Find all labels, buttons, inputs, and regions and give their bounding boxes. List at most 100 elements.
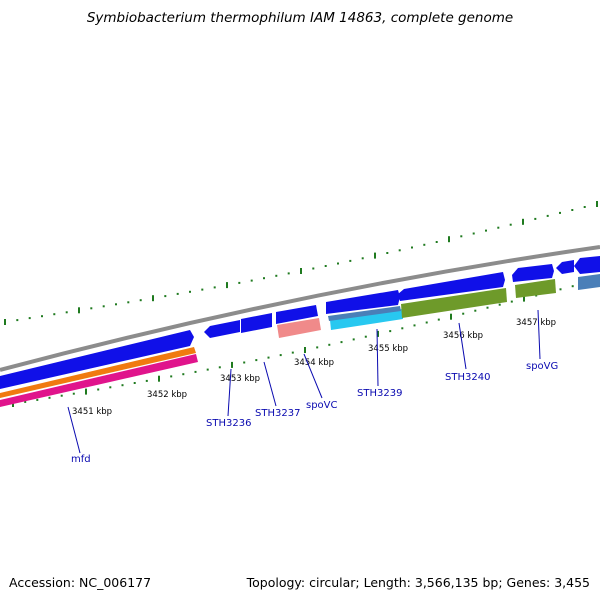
inner-ring-tick [304, 347, 306, 353]
outer-ring-tick [497, 226, 500, 229]
gene-label-sth3236[interactable]: STH3236 [206, 418, 251, 429]
cds-sth3237[interactable] [241, 313, 272, 333]
outer-ring-tick [472, 232, 475, 235]
inner-ring-tick [121, 384, 124, 387]
outer-ring-tick [534, 217, 537, 220]
outer-ring-tick [460, 235, 463, 238]
outer-ring-tick [16, 319, 19, 322]
inner-ring-tick [24, 400, 27, 403]
outer-ring-tick [250, 279, 253, 282]
tick-label-3452: 3452 kbp [147, 390, 187, 400]
feature-steel-sth3239[interactable] [328, 306, 401, 321]
inner-ring-tick [474, 309, 477, 312]
inner-ring-tick [85, 388, 87, 395]
map-title: Symbiobacterium thermophilum IAM 14863, … [86, 10, 514, 26]
outer-ring-tick [275, 274, 278, 277]
cds-spovc-upper[interactable] [276, 305, 318, 324]
cds-spovg-upper[interactable] [512, 264, 554, 282]
feature-orange[interactable] [0, 347, 196, 398]
outer-ring-tick [300, 268, 302, 274]
inner-ring-tick [559, 288, 562, 291]
feature-olive-sth3240[interactable] [401, 288, 507, 318]
inner-ring-tick [97, 388, 100, 391]
inner-ring-tick [340, 341, 343, 344]
outer-ring-tick [263, 277, 265, 280]
outer-ring-tick [115, 303, 117, 306]
tick-label-3454: 3454 kbp [294, 358, 334, 368]
inner-ring-tick [109, 386, 112, 389]
gene-label-mfd[interactable]: mfd [71, 454, 91, 465]
cds-sth3239-upper[interactable] [326, 290, 400, 314]
outer-ring-tick [596, 201, 598, 207]
inner-ring-tick [328, 343, 331, 346]
genome-backbone [0, 245, 600, 372]
inner-ring-tick [401, 327, 404, 330]
inner-ring-tick [291, 351, 294, 354]
feature-magenta[interactable] [0, 354, 198, 407]
outer-ring-tick [41, 315, 43, 318]
gene-label-sth3240[interactable]: STH3240 [445, 372, 490, 383]
outer-ring-tick [583, 206, 586, 208]
feature-olive-spovg[interactable] [515, 279, 556, 298]
outer-ring-tick [374, 252, 376, 259]
outer-ring-tick [28, 317, 31, 320]
outer-ring-tick [559, 211, 561, 214]
outer-ring-tick [226, 282, 228, 289]
inner-ring-tick [364, 335, 367, 338]
outer-ring-tick [213, 286, 216, 289]
gene-label-sth3237[interactable]: STH3237 [255, 408, 300, 419]
outer-ring-tick [127, 301, 130, 304]
tick-label-3451: 3451 kbp [72, 407, 112, 417]
outer-ring-tick [201, 288, 204, 291]
inner-ring-tick [60, 394, 63, 397]
outer-ring-tick [139, 299, 142, 302]
inner-ring-tick [182, 373, 185, 376]
inner-ring-tick [413, 324, 416, 327]
inner-ring-tick [498, 303, 501, 306]
gene-label-spovg[interactable]: spoVG [526, 361, 558, 372]
inner-ring-tick [437, 318, 440, 321]
gene-label-spovc[interactable]: spoVC [306, 400, 338, 411]
outer-ring-tick [546, 214, 549, 217]
outer-ring-tick [423, 243, 426, 246]
inner-ring-tick [145, 379, 148, 382]
inner-ring-tick [243, 361, 246, 364]
inner-ring-tick [462, 312, 465, 315]
cds-sth3236[interactable] [204, 320, 240, 338]
inner-ring-tick [535, 294, 538, 297]
inner-ring-tick [425, 321, 428, 324]
gene-label-sth3239[interactable]: STH3239 [357, 388, 402, 399]
inner-ring-tick [206, 368, 209, 371]
inner-ring-tick [133, 382, 136, 384]
outer-ring-tick [102, 305, 105, 308]
outer-ring-tick [238, 281, 241, 284]
outer-ring-tick [509, 223, 512, 226]
feature-steel-right[interactable] [578, 274, 600, 290]
outer-ring-tick [349, 259, 352, 262]
cds-sth3240-upper[interactable] [398, 272, 505, 301]
tick-label-3457: 3457 kbp [516, 318, 556, 328]
outer-ring-tick [90, 307, 93, 310]
cds-small-1[interactable] [556, 260, 574, 274]
outer-ring-tick [78, 307, 80, 314]
inner-ring-tick [523, 295, 525, 302]
feature-salmon[interactable] [277, 318, 321, 338]
tick-label-3456: 3456 kbp [443, 331, 483, 341]
inner-ring-tick [486, 306, 489, 309]
inner-ring-tick [218, 366, 221, 369]
outer-ring-tick [398, 249, 401, 252]
outer-ring-tick [571, 209, 574, 211]
gene-leader-lines [67, 309, 541, 454]
cds-small-2[interactable] [574, 256, 600, 274]
outer-ring-tick [65, 311, 68, 314]
outer-ring-tick [361, 257, 364, 260]
inner-ring-tick [72, 392, 75, 395]
outer-ring-tick [411, 246, 413, 249]
inner-ring-tick [170, 375, 173, 378]
feature-cyan-sth3239[interactable] [330, 309, 403, 330]
inner-ring-tick [231, 361, 233, 368]
cds-mfd-forward[interactable] [0, 330, 194, 389]
inner-ring-tick [279, 354, 282, 357]
inner-ring-tick [48, 396, 51, 399]
